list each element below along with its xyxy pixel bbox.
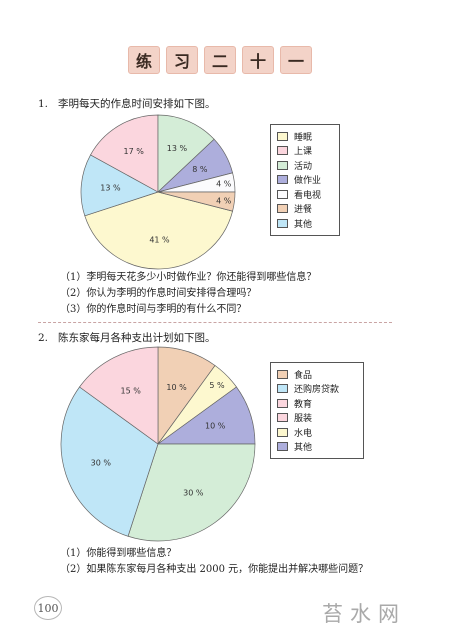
title-char: 二	[204, 46, 236, 74]
pie-slice	[84, 191, 234, 270]
question-2-subquestions: （1）你能得到哪些信息？ （2）如果陈东家每月各种支出 2000 元，你能提出并…	[60, 546, 368, 578]
exercise-title: 练 习 二 十 一	[128, 46, 312, 74]
pie-slice	[127, 443, 256, 542]
pie-chart-1: 41 % 13 % 17 % 13 % 8 % 4 % 4 %	[80, 114, 236, 270]
legend-label: 活动	[294, 161, 313, 172]
legend-1: 睡眠上课活动做作业看电视进餐其他	[270, 124, 340, 236]
slice-label: 13 %	[100, 184, 121, 193]
legend-item: 水电	[277, 425, 357, 440]
pie-slice	[60, 386, 159, 537]
legend-label: 做作业	[294, 176, 322, 187]
pie-chart-2: 10 % 5 % 10 % 30 % 30 % 15 %	[60, 346, 256, 542]
subquestion: （2）如果陈东家每月各种支出 2000 元，你能提出并解决哪些问题？	[60, 564, 369, 575]
legend-label: 上课	[294, 147, 313, 158]
legend-label: 教育	[294, 399, 313, 410]
legend-item: 教育	[277, 396, 357, 411]
legend-item: 活动	[277, 158, 333, 173]
legend-swatch	[277, 204, 288, 214]
slice-label: 5 %	[209, 381, 225, 390]
legend-item: 其他	[277, 216, 333, 231]
subquestion: （1）你能得到哪些信息？	[60, 548, 177, 559]
legend-item: 进餐	[277, 202, 333, 217]
legend-item: 睡眠	[277, 129, 333, 144]
legend-label: 进餐	[294, 205, 313, 216]
legend-label: 服装	[294, 414, 313, 425]
legend-swatch	[277, 369, 288, 379]
question-2-text: 2. 陈东家每月各种支出计划如下图。	[38, 332, 216, 344]
slice-label: 8 %	[192, 165, 208, 174]
slice-label: 17 %	[124, 147, 145, 156]
pie-slice	[79, 346, 159, 445]
legend-label: 其他	[294, 443, 313, 454]
title-char: 习	[166, 46, 198, 74]
subquestion: （1）李明每天花多少小时做作业？你还能得到哪些信息？	[60, 272, 317, 283]
legend-swatch	[277, 175, 288, 185]
subquestion: （2）你认为李明的作息时间安排得合理吗？	[60, 288, 257, 299]
slice-label: 15 %	[121, 386, 142, 395]
question-1-subquestions: （1）李明每天花多少小时做作业？你还能得到哪些信息？ （2）你认为李明的作息时间…	[60, 270, 316, 318]
legend-item: 食品	[277, 367, 357, 382]
pie-slice	[80, 154, 159, 217]
legend-label: 还购房贷款	[294, 385, 340, 396]
legend-label: 看电视	[294, 190, 322, 201]
legend-item: 服装	[277, 411, 357, 426]
question-1-text: 1. 李明每天的作息时间安排如下图。	[38, 98, 216, 110]
title-char: 十	[242, 46, 274, 74]
legend-swatch	[277, 131, 288, 141]
pie-slice	[157, 191, 236, 212]
legend-swatch	[277, 146, 288, 156]
slice-label: 4 %	[216, 180, 232, 189]
slice-label: 10 %	[205, 421, 226, 430]
pie-slice	[157, 114, 215, 193]
legend-swatch	[277, 442, 288, 452]
pie-slice	[90, 114, 159, 193]
legend-label: 睡眠	[294, 132, 313, 143]
legend-swatch	[277, 218, 288, 228]
legend-swatch	[277, 427, 288, 437]
slice-label: 10 %	[166, 383, 187, 392]
legend-item: 上课	[277, 144, 333, 159]
legend-item: 做作业	[277, 173, 333, 188]
legend-swatch	[277, 398, 288, 408]
legend-swatch	[277, 384, 288, 394]
watermark-logo: 苔水网	[322, 602, 406, 626]
legend-swatch	[277, 413, 288, 423]
page-number: 100	[34, 596, 62, 620]
legend-label: 水电	[294, 428, 313, 439]
slice-label: 41 %	[149, 236, 170, 245]
slice-label: 4 %	[216, 196, 232, 205]
legend-2: 食品还购房贷款教育服装水电其他	[270, 362, 364, 459]
slice-label: 13 %	[167, 144, 188, 153]
legend-label: 食品	[294, 370, 313, 381]
legend-label: 其他	[294, 219, 313, 230]
title-char: 一	[280, 46, 312, 74]
legend-item: 还购房贷款	[277, 382, 357, 397]
title-char: 练	[128, 46, 160, 74]
slice-label: 30 %	[91, 459, 112, 468]
legend-item: 看电视	[277, 187, 333, 202]
subquestion: （3）你的作息时间与李明的有什么不同？	[60, 304, 247, 315]
legend-swatch	[277, 189, 288, 199]
slice-label: 30 %	[183, 489, 204, 498]
section-divider	[38, 322, 392, 323]
legend-item: 其他	[277, 440, 357, 455]
legend-swatch	[277, 160, 288, 170]
